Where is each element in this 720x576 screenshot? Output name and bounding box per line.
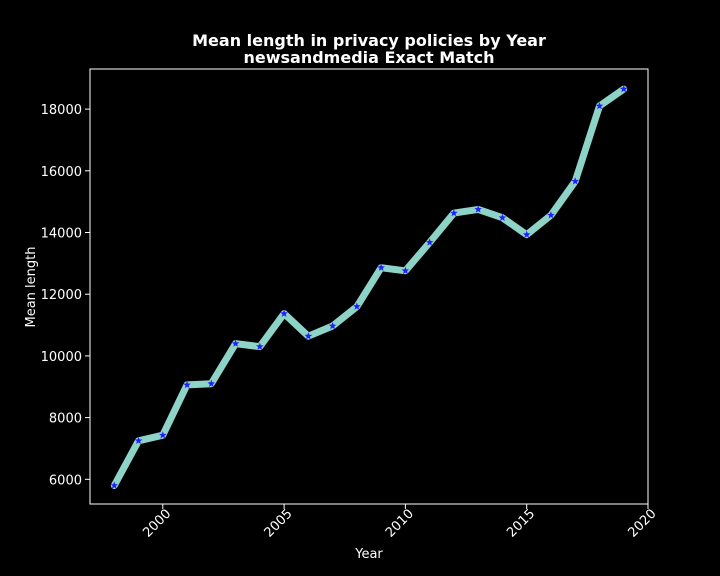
data-point-star-icon <box>231 339 240 347</box>
data-point-star-icon <box>158 431 167 439</box>
chart-title: Mean length in privacy policies by Year <box>192 31 546 50</box>
data-point-star-icon <box>595 102 604 110</box>
plot-frame <box>89 68 649 505</box>
data-point-star-icon <box>425 238 434 246</box>
data-point-star-icon <box>571 177 580 185</box>
y-tick-label: 18000 <box>41 103 82 118</box>
data-point-star-icon <box>328 321 337 330</box>
y-tick-label: 6000 <box>49 473 82 488</box>
x-tick-label: 2010 <box>383 507 417 541</box>
chart-subtitle: newsandmedia Exact Match <box>243 48 494 67</box>
y-tick-label: 14000 <box>41 227 82 242</box>
x-tick-label: 2015 <box>504 507 538 541</box>
plot-area <box>110 85 628 489</box>
data-point-star-icon <box>377 263 385 271</box>
data-point-star-icon <box>280 309 288 317</box>
data-point-star-icon <box>256 342 264 350</box>
axis-ticks: 2000 2005 2010 2015 2020 6000 8000 10000 12000 14… <box>41 103 660 540</box>
data-point-star-icon <box>304 332 313 340</box>
data-point-star-icon <box>183 380 191 389</box>
x-tick-label: 2020 <box>626 507 660 541</box>
data-point-star-icon <box>450 209 458 217</box>
data-point-star-icon <box>134 436 143 444</box>
y-tick-label: 8000 <box>49 412 82 427</box>
data-point-star-icon <box>547 211 555 219</box>
y-axis-label: Mean length <box>24 247 39 328</box>
y-tick-label: 16000 <box>41 165 82 180</box>
data-point-star-icon <box>474 205 482 213</box>
y-tick-label: 12000 <box>41 288 82 303</box>
data-point-star-icon <box>498 213 507 221</box>
y-tick-label: 10000 <box>41 350 82 365</box>
x-tick-label: 2000 <box>140 507 174 541</box>
data-point-star-icon <box>207 379 216 387</box>
series-line <box>110 85 628 489</box>
x-axis-label: Year <box>354 547 383 562</box>
x-tick-label: 2005 <box>262 507 296 541</box>
data-point-star-icon <box>401 266 410 274</box>
data-point-star-icon <box>353 302 361 310</box>
data-point-star-icon <box>522 230 531 238</box>
data-point-star-icon <box>110 481 119 489</box>
data-point-star-icon <box>619 85 628 93</box>
